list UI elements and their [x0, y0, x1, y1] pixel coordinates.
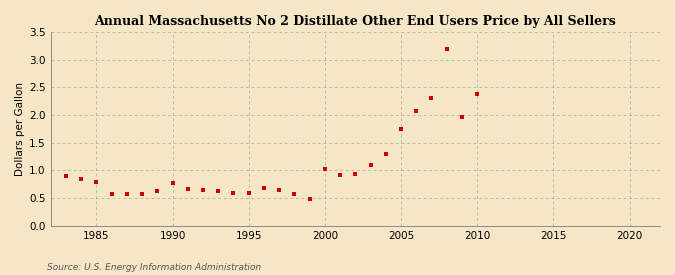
Point: [243, 191, 254, 195]
Point: [350, 172, 360, 177]
Point: [259, 186, 269, 190]
Point: [122, 192, 132, 196]
Point: [411, 108, 422, 113]
Point: [335, 173, 346, 177]
Point: [91, 180, 102, 184]
Point: [289, 192, 300, 196]
Point: [136, 192, 147, 197]
Point: [182, 186, 193, 191]
Title: Annual Massachusetts No 2 Distillate Other End Users Price by All Sellers: Annual Massachusetts No 2 Distillate Oth…: [95, 15, 616, 28]
Point: [426, 96, 437, 101]
Point: [319, 167, 330, 171]
Point: [167, 180, 178, 185]
Point: [456, 115, 467, 119]
Point: [441, 46, 452, 51]
Point: [213, 189, 223, 193]
Point: [274, 188, 285, 192]
Point: [106, 192, 117, 197]
Point: [228, 191, 239, 195]
Point: [365, 163, 376, 167]
Point: [381, 152, 392, 156]
Point: [396, 127, 406, 131]
Y-axis label: Dollars per Gallon: Dollars per Gallon: [15, 82, 25, 176]
Point: [152, 189, 163, 193]
Point: [304, 197, 315, 201]
Point: [472, 92, 483, 96]
Point: [198, 188, 209, 192]
Text: Source: U.S. Energy Information Administration: Source: U.S. Energy Information Administ…: [47, 263, 261, 272]
Point: [61, 174, 72, 178]
Point: [76, 177, 86, 181]
